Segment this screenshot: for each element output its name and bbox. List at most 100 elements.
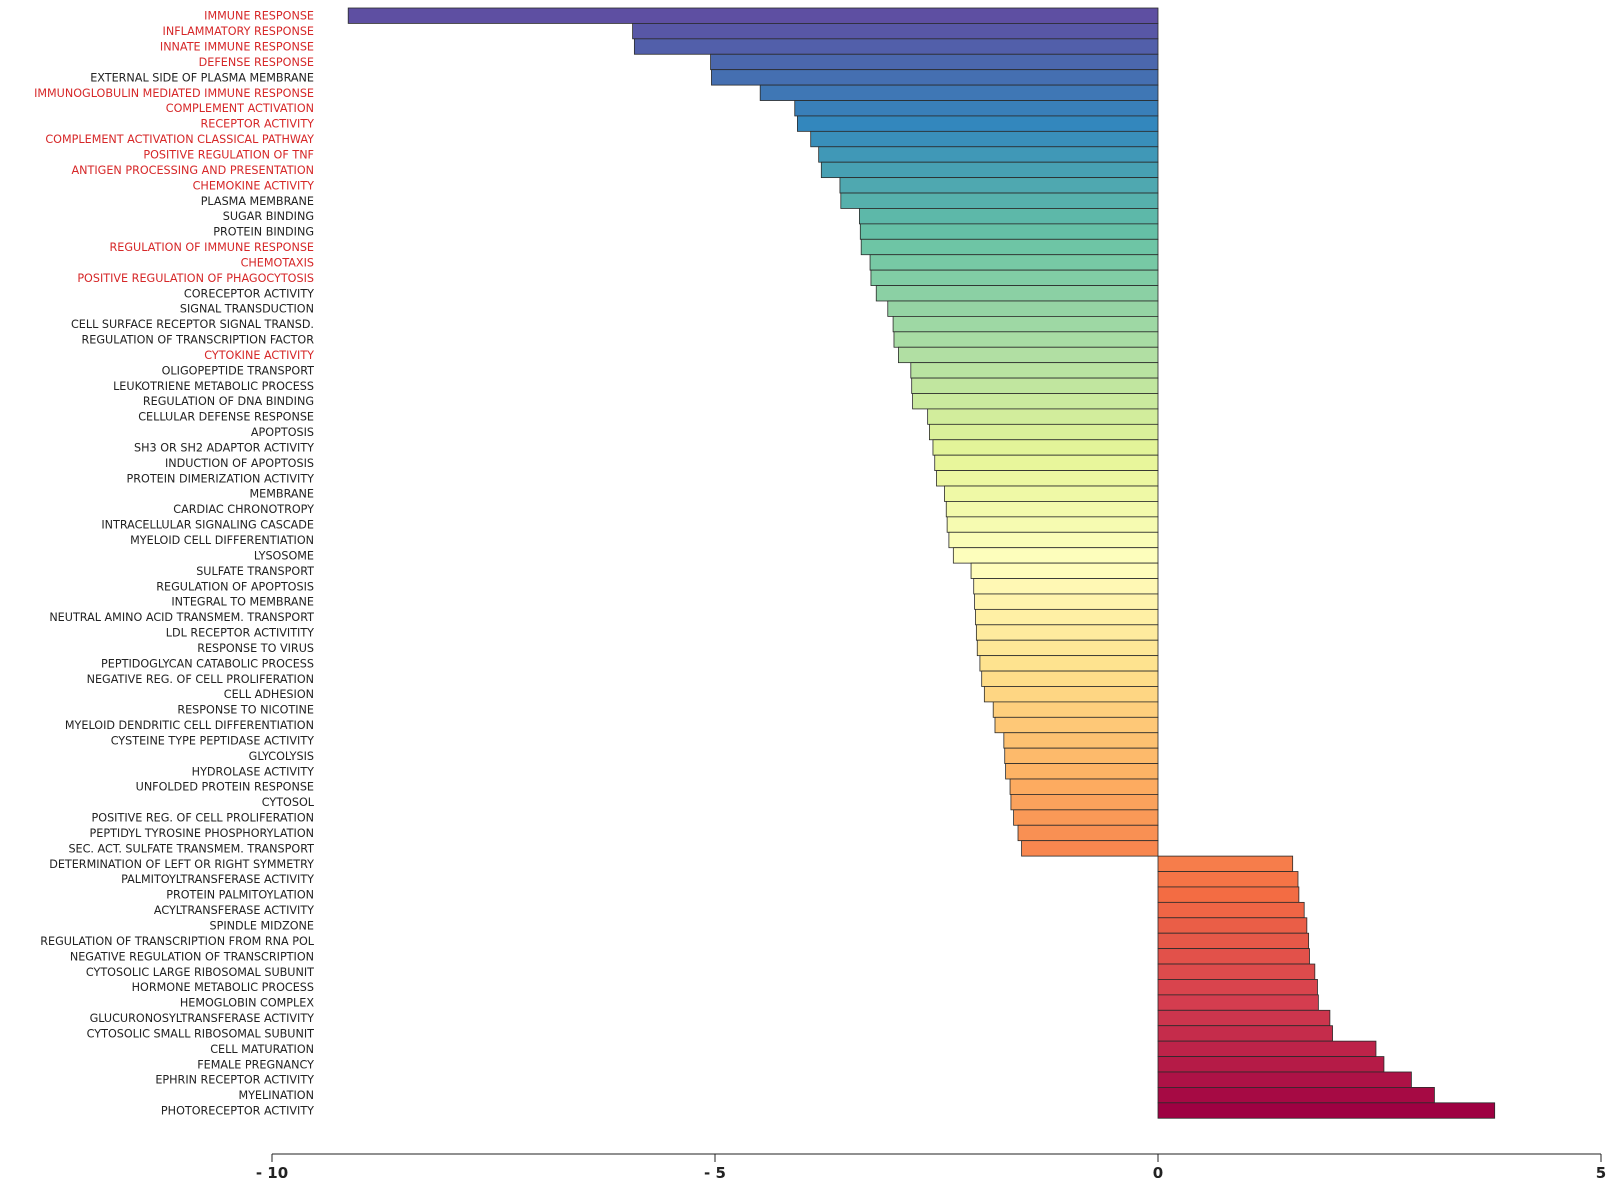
category-label-18: POSITIVE REGULATION OF PHAGOCYTOSIS	[77, 272, 314, 285]
category-label-32: MEMBRANE	[250, 488, 314, 501]
bar-6	[759, 84, 1159, 101]
bar-53	[1013, 809, 1159, 826]
category-label-71: MYELINATION	[238, 1089, 314, 1102]
category-label-43: PEPTIDOGLYCAN CATABOLIC PROCESS	[101, 657, 314, 670]
bar-36	[952, 547, 1159, 564]
bar-23	[898, 346, 1159, 364]
category-label-58: PROTEIN PALMITOYLATION	[166, 889, 314, 902]
category-label-53: POSITIVE REG. OF CELL PROLIFERATION	[92, 812, 314, 825]
category-label-63: CYTOSOLIC LARGE RIBOSOMAL SUBUNIT	[86, 966, 314, 979]
category-label-35: MYELOID CELL DIFFERENTIATION	[130, 534, 314, 547]
bar-17	[869, 254, 1159, 271]
category-label-61: REGULATION OF TRANSCRIPTION FROM RNA POL	[40, 935, 315, 948]
bar-29	[932, 439, 1159, 456]
category-label-4: DEFENSE RESPONSE	[199, 56, 314, 69]
bar-24	[910, 362, 1159, 379]
bar-71	[1157, 1087, 1435, 1104]
category-label-45: CELL ADHESION	[224, 688, 314, 701]
bar-19	[875, 285, 1159, 302]
category-label-52: CYTOSOL	[262, 796, 315, 809]
bar-11	[820, 161, 1159, 179]
bar-33	[945, 501, 1159, 518]
bar-34	[946, 516, 1159, 533]
category-label-31: PROTEIN DIMERIZATION ACTIVITY	[127, 472, 315, 485]
bar-21	[892, 315, 1159, 333]
bar-67	[1157, 1025, 1333, 1042]
bars-layer	[347, 7, 1496, 1119]
category-label-42: RESPONSE TO VIRUS	[197, 642, 314, 655]
category-label-27: CELLULAR DEFENSE RESPONSE	[138, 411, 314, 424]
category-label-51: UNFOLDED PROTEIN RESPONSE	[136, 781, 314, 794]
category-label-30: INDUCTION OF APOPTOSIS	[165, 457, 314, 470]
category-label-22: REGULATION OF TRANSCRIPTION FACTOR	[82, 334, 315, 347]
category-label-55: SEC. ACT. SULFATE TRANSMEM. TRANSPORT	[68, 842, 314, 855]
category-label-14: SUGAR BINDING	[223, 210, 314, 223]
category-label-10: POSITIVE REGULATION OF TNF	[143, 148, 314, 161]
bar-68	[1157, 1040, 1377, 1057]
bar-16	[860, 238, 1159, 256]
bar-9	[810, 130, 1159, 148]
category-label-66: GLUCURONOSYLTRANSFERASE ACTIVITY	[90, 1012, 315, 1025]
bar-72	[1157, 1102, 1496, 1119]
category-label-41: LDL RECEPTOR ACTIVITITY	[166, 627, 314, 640]
bar-20	[887, 300, 1159, 317]
bar-65	[1157, 994, 1319, 1011]
category-label-13: PLASMA MEMBRANE	[201, 195, 314, 208]
x-axis: - 10 - 5 0 5	[256, 1153, 1606, 1182]
category-label-33: CARDIAC CHRONOTROPY	[173, 503, 314, 516]
bar-66	[1157, 1009, 1331, 1027]
bar-37	[970, 562, 1159, 579]
category-label-21: CELL SURFACE RECEPTOR SIGNAL TRANSD.	[71, 318, 314, 331]
bar-18	[870, 269, 1159, 286]
bar-28	[929, 423, 1159, 441]
category-label-20: SIGNAL TRANSDUCTION	[180, 303, 314, 316]
bar-3	[633, 38, 1159, 55]
category-label-54: PEPTIDYL TYROSINE PHOSPHORYLATION	[90, 827, 314, 840]
bar-64	[1157, 979, 1318, 996]
category-label-26: REGULATION OF DNA BINDING	[143, 395, 314, 408]
bar-50	[1005, 763, 1159, 780]
bar-59	[1157, 901, 1305, 919]
bar-62	[1157, 948, 1310, 965]
bar-8	[797, 115, 1159, 132]
category-label-3: INNATE IMMUNE RESPONSE	[160, 41, 314, 54]
category-label-12: CHEMOKINE ACTIVITY	[193, 179, 315, 192]
category-label-64: HORMONE METABOLIC PROCESS	[132, 981, 314, 994]
bar-49	[1004, 747, 1159, 764]
category-label-7: COMPLEMENT ACTIVATION	[166, 102, 314, 115]
bar-56	[1157, 855, 1294, 872]
bar-51	[1009, 778, 1159, 795]
bar-44	[981, 670, 1159, 687]
x-tick-label-3: 0	[1153, 1164, 1163, 1182]
bar-48	[1003, 732, 1159, 749]
bar-46	[992, 701, 1159, 718]
bar-47	[994, 716, 1159, 734]
category-label-5: EXTERNAL SIDE OF PLASMA MEMBRANE	[90, 71, 314, 84]
bar-70	[1157, 1071, 1412, 1088]
bar-12	[839, 177, 1159, 194]
bar-15	[859, 223, 1159, 240]
bar-5	[711, 69, 1159, 86]
bar-43	[979, 655, 1159, 672]
category-label-9: COMPLEMENT ACTIVATION CLASSICAL PATHWAY	[45, 133, 314, 146]
category-label-38: REGULATION OF APOPTOSIS	[156, 580, 314, 593]
bar-41	[975, 624, 1159, 641]
bar-1	[347, 7, 1159, 24]
category-label-46: RESPONSE TO NICOTINE	[177, 704, 314, 717]
category-label-60: SPINDLE MIDZONE	[210, 919, 314, 932]
bar-32	[944, 485, 1159, 502]
bar-30	[934, 454, 1159, 471]
bar-31	[936, 470, 1159, 487]
category-label-16: REGULATION OF IMMUNE RESPONSE	[110, 241, 314, 254]
category-label-47: MYELOID DENDRITIC CELL DIFFERENTIATION	[65, 719, 314, 732]
category-label-36: LYSOSOME	[254, 549, 314, 562]
category-label-39: INTEGRAL TO MEMBRANE	[171, 596, 314, 609]
bar-58	[1157, 886, 1300, 903]
bar-42	[976, 639, 1159, 657]
bar-57	[1157, 871, 1299, 888]
bar-63	[1157, 963, 1316, 980]
category-label-1: IMMUNE RESPONSE	[204, 10, 314, 23]
category-label-29: SH3 OR SH2 ADAPTOR ACTIVITY	[134, 441, 314, 454]
